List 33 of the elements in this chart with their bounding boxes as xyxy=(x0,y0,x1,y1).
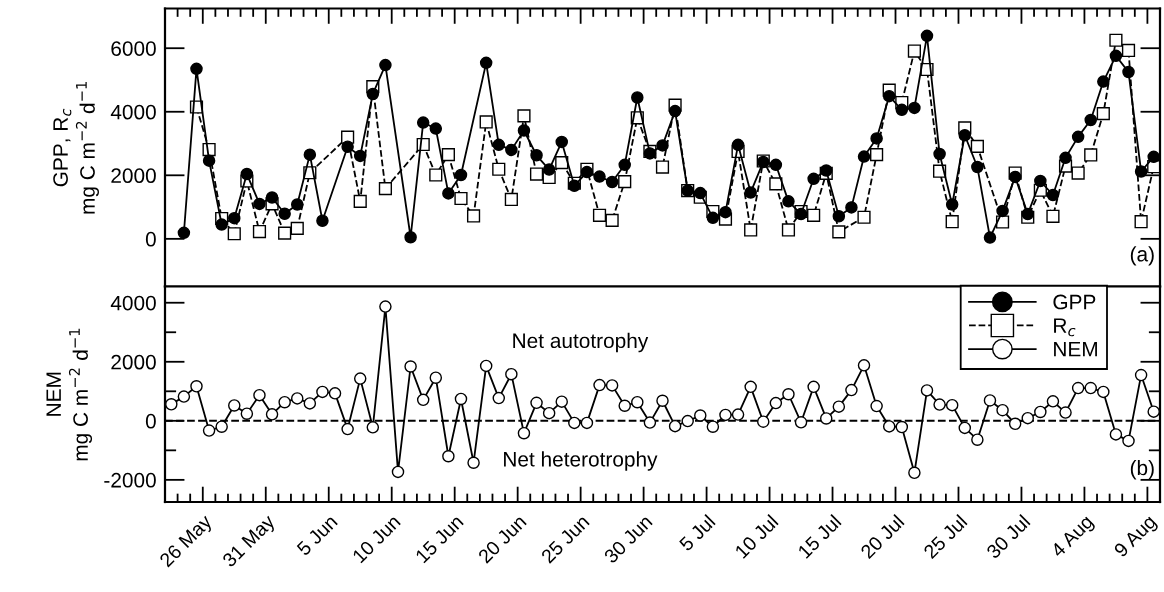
x-tick-label: 20 Jun xyxy=(477,514,527,564)
x-tick-label: 26 May xyxy=(158,513,216,571)
x-tick-label: 5 Jun xyxy=(296,514,338,557)
y-tick-label: 0 xyxy=(145,231,156,247)
x-tick-label: 30 Jul xyxy=(985,514,1031,560)
y-tick-label: 4000 xyxy=(110,295,156,311)
y-tick-label: 0 xyxy=(145,413,156,429)
legend-label: NEM xyxy=(1054,342,1097,357)
x-tick-label: 25 Jul xyxy=(922,514,968,560)
y-tick-label: 4000 xyxy=(110,104,156,120)
x-tick-label: 5 Jul xyxy=(678,514,716,552)
x-tick-label: 15 Jul xyxy=(796,514,842,559)
legend-label: R$_{c}$ xyxy=(1054,318,1076,337)
annotation: Net heterotrophy xyxy=(504,451,658,471)
x-tick-label: 9 Aug xyxy=(1113,514,1160,561)
y-tick-label: 2000 xyxy=(111,168,156,184)
x-tick-label: 10 Jul xyxy=(733,514,779,559)
annotation: Net autotrophy xyxy=(513,332,649,353)
x-tick-label: 30 Jun xyxy=(603,514,653,564)
annotation: (a) xyxy=(1130,246,1154,266)
x-tick-label: 10 Jun xyxy=(351,514,401,564)
x-tick-label: 20 Jul xyxy=(859,514,905,560)
annotation: (b) xyxy=(1130,459,1154,480)
x-tick-label: 25 Jun xyxy=(540,514,590,564)
y-axis-title: NEM mg C m$^{−2}$ d$^{−1}$ xyxy=(46,328,93,461)
y-tick-label: -2000 xyxy=(104,472,156,488)
y-tick-label: 2000 xyxy=(111,354,156,370)
x-tick-label: 4 Aug xyxy=(1050,514,1097,561)
x-tick-label: 31 May xyxy=(221,513,279,571)
y-tick-label: 6000 xyxy=(111,41,156,56)
x-tick-label: 15 Jun xyxy=(414,514,464,564)
legend-label: GPP xyxy=(1053,294,1096,310)
text: GPP, R$_{c}$ mg C m$^{−2}$ d$^{−1}$ xyxy=(53,82,99,214)
